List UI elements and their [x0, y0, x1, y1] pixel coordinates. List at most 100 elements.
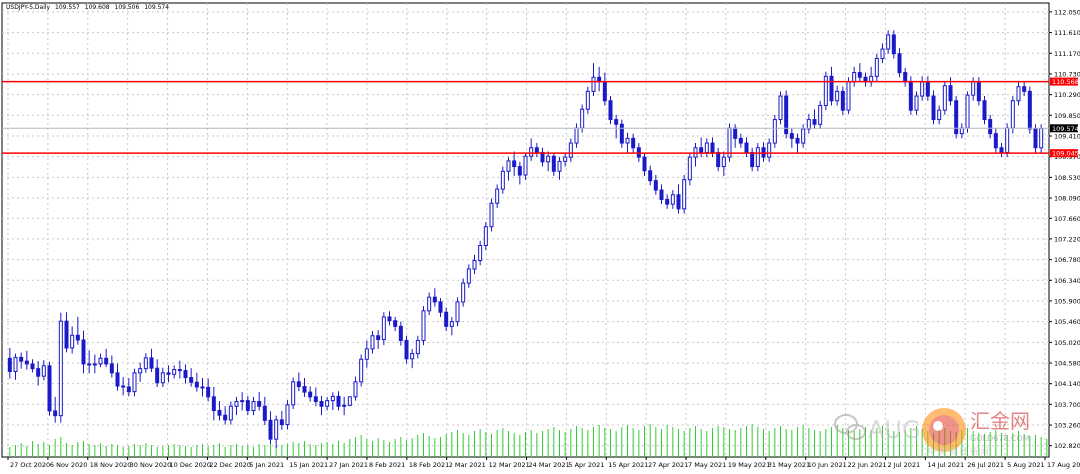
candle-bull: [823, 75, 828, 106]
candle-bull: [580, 108, 585, 129]
x-tick-label: 5 Jan 2021: [249, 461, 284, 469]
x-tick-label: 22 Dec 2020: [209, 461, 251, 469]
candle-bull: [251, 401, 256, 411]
candle-bull: [687, 156, 692, 181]
y-tick-label: 110.290: [1054, 91, 1080, 99]
candle-bull: [920, 81, 925, 97]
candle-bear: [387, 316, 392, 322]
candle-bull: [500, 170, 505, 190]
x-tick-label: 31 May 2021: [768, 461, 810, 469]
x-tick-label: 30 Nov 2020: [130, 461, 172, 469]
candle-bull: [835, 90, 840, 102]
candle-bear: [999, 147, 1004, 153]
y-tick-label: 102.820: [1054, 442, 1080, 450]
candle-bull: [359, 358, 364, 383]
candle-bear: [648, 170, 653, 182]
candle-bear: [1022, 86, 1027, 92]
candle-bear: [376, 335, 381, 341]
candle-bull: [574, 127, 579, 144]
y-tick-label: 104.580: [1054, 360, 1080, 368]
candle-bull: [506, 160, 511, 172]
candle-bull: [529, 147, 534, 157]
close-value: 109.574: [144, 4, 170, 11]
x-tick-label: 15 Apr 2021: [608, 461, 648, 469]
candle-bear: [36, 368, 41, 377]
candle-bear: [602, 81, 607, 102]
candle-bull: [478, 245, 483, 262]
candle-bull: [143, 357, 148, 370]
candle-bull: [546, 155, 551, 163]
candle-bear: [653, 180, 658, 191]
candle-bull: [937, 109, 942, 121]
candle-bull: [914, 95, 919, 111]
candle-bull: [410, 353, 415, 360]
candle-bull: [455, 301, 460, 323]
level-label: 109.045: [1052, 150, 1079, 158]
candle-bear: [296, 381, 301, 388]
candle-bull: [87, 363, 92, 366]
candle-bear: [789, 133, 794, 139]
x-tick-label: 15 Jan 2021: [289, 461, 328, 469]
candle-bear: [223, 414, 228, 421]
y-tick-label: 111.170: [1054, 50, 1080, 58]
y-tick-label: 110.730: [1054, 70, 1080, 78]
candle-bull: [801, 128, 806, 144]
high-value: 109.608: [84, 4, 110, 11]
y-tick-label: 108.090: [1054, 195, 1080, 203]
candle-bear: [47, 365, 52, 412]
candle-bull: [670, 194, 675, 205]
candle-bear: [551, 155, 556, 172]
candle-bear: [903, 72, 908, 83]
candle-bear: [121, 385, 126, 388]
candle-bear: [993, 133, 998, 149]
candle-bull: [852, 72, 857, 83]
candle-bear: [982, 100, 987, 121]
x-tick-label: 10 Jun 2021: [808, 461, 847, 469]
candle-bear: [302, 386, 307, 393]
candle-bear: [1027, 90, 1032, 130]
y-tick-label: 105.900: [1054, 297, 1080, 305]
x-tick-label: 26 Jul 2021: [967, 461, 1004, 469]
candle-bear: [262, 405, 267, 421]
x-tick-label: 5 Apr 2021: [568, 461, 604, 469]
candle-bear: [189, 377, 194, 383]
candle-bear: [81, 339, 86, 365]
candle-bear: [444, 311, 449, 327]
candle-bear: [840, 90, 845, 111]
candle-bear: [313, 396, 318, 403]
plot-frame: [1, 2, 1050, 458]
candle-bull: [274, 419, 279, 440]
candle-bull: [755, 147, 760, 168]
candle-bear: [245, 400, 250, 411]
candle-bull: [880, 48, 885, 59]
candle-bull: [415, 339, 420, 355]
y-tick-label: 104.140: [1054, 380, 1080, 388]
candle-bear: [744, 142, 749, 153]
candle-bear: [642, 156, 647, 172]
candle-bear: [619, 123, 624, 144]
candle-bull: [767, 142, 772, 158]
candle-bear: [829, 75, 834, 102]
candle-bear: [7, 357, 12, 372]
x-tick-label: 8 Feb 2021: [369, 461, 405, 469]
candle-bull: [568, 142, 573, 158]
candle-bear: [710, 142, 715, 153]
y-tick-label: 109.410: [1054, 133, 1080, 141]
candle-bear: [716, 151, 721, 168]
candle-bull: [381, 316, 386, 341]
watermark: AUG 汇金网 GOLD678.COM 中 文 财 经 新 闻: [834, 408, 1030, 456]
candle-bear: [738, 137, 743, 144]
candle-bull: [70, 334, 75, 349]
candle-bear: [438, 301, 443, 313]
candle-bull: [41, 365, 46, 377]
candle-bear: [812, 119, 817, 125]
level-tag: [1050, 149, 1078, 158]
candle-bear: [857, 72, 862, 78]
candle-bear: [925, 81, 930, 97]
candle-bull: [228, 405, 233, 421]
candle-bull: [342, 404, 347, 407]
candle-bear: [268, 419, 273, 440]
y-tick-label: 105.460: [1054, 318, 1080, 326]
candle-bear: [30, 363, 35, 370]
